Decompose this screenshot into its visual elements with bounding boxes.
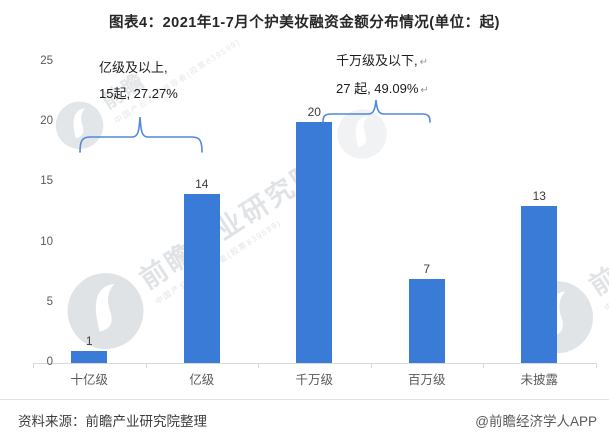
qianzhan-logo-icon bbox=[337, 109, 387, 159]
left-brace bbox=[79, 116, 203, 153]
x-axis-tick-mark bbox=[258, 363, 259, 368]
watermark-tagline: 中国产业咨询领导者(股票839599) bbox=[602, 224, 609, 313]
annotation-right-line1: 千万级及以下, ↵ bbox=[336, 53, 429, 68]
footer-source: 资料来源：前瞻产业研究院整理 bbox=[18, 414, 207, 429]
y-axis-tick-label: 20 bbox=[40, 115, 53, 128]
annotation-right: 千万级及以下, ↵ 27 起, 49.09% ↵ bbox=[336, 48, 429, 104]
x-axis-category-label: 百万级 bbox=[407, 373, 446, 387]
x-axis-tick-mark bbox=[145, 363, 147, 368]
x-axis-tick-mark bbox=[33, 363, 34, 368]
annotation-right-line2: 27 起, 49.09% ↵ bbox=[336, 81, 429, 96]
bar-value-label: 1 bbox=[85, 333, 93, 348]
x-axis-category-label: 亿级 bbox=[189, 373, 215, 387]
bar-亿级 bbox=[183, 194, 220, 363]
footer-divider bbox=[0, 399, 609, 400]
bar-千万级 bbox=[296, 122, 333, 363]
y-axis-tick-label: 10 bbox=[40, 235, 53, 248]
bar-value-label: 7 bbox=[423, 261, 431, 276]
y-axis-tick-label: 0 bbox=[46, 356, 53, 368]
bar-百万级 bbox=[408, 278, 445, 363]
qianzhan-logo-icon bbox=[67, 273, 144, 350]
watermark-center-logo bbox=[326, 98, 398, 170]
x-axis-tick-mark bbox=[483, 363, 484, 368]
bar-value-label: 14 bbox=[195, 177, 209, 192]
y-axis-tick-label: 5 bbox=[46, 295, 53, 308]
annotation-left-line1: 亿级及以上, bbox=[99, 60, 168, 75]
annotation-left-line2: 15起, 27.27% bbox=[99, 86, 178, 101]
x-axis-category-label: 十亿级 bbox=[70, 373, 108, 387]
return-mark-icon: ↵ bbox=[420, 85, 429, 96]
watermark-text: 前瞻产业研究院 bbox=[583, 165, 609, 302]
x-axis-line bbox=[33, 363, 596, 364]
annotation-left: 亿级及以上, 15起, 27.27% bbox=[99, 55, 178, 107]
bar-value-label: 20 bbox=[307, 105, 321, 120]
x-axis-category-label: 千万级 bbox=[295, 373, 333, 387]
y-axis-tick-label: 25 bbox=[40, 55, 53, 67]
bar-未披露 bbox=[521, 206, 558, 363]
return-mark-icon: ↵ bbox=[419, 57, 429, 68]
bar-value-label: 13 bbox=[532, 189, 546, 204]
footer-credit: @前瞻经济学人APP bbox=[475, 414, 597, 429]
x-axis-category-label: 未披露 bbox=[520, 373, 558, 387]
bar-十亿级 bbox=[71, 350, 108, 363]
y-axis-tick-label: 15 bbox=[40, 175, 53, 188]
x-axis-tick-mark bbox=[595, 363, 597, 368]
chart-title: 图表4：2021年1-7月个护美妆融资金额分布情况(单位：起) bbox=[109, 15, 500, 31]
x-axis-tick-mark bbox=[370, 363, 372, 368]
